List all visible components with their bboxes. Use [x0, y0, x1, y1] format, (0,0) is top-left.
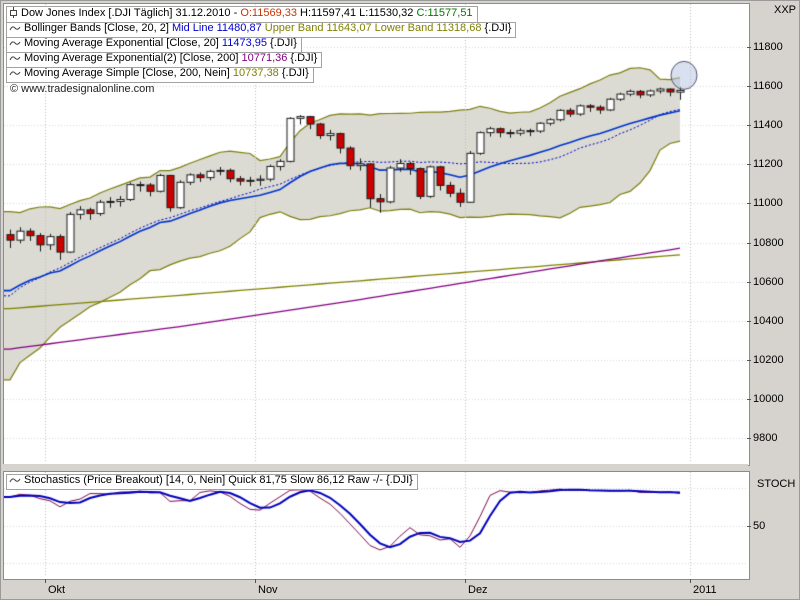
indicator-wave-icon [9, 476, 21, 488]
x-axis-tick-label: Okt [48, 584, 66, 596]
panel-splitter[interactable] [3, 464, 748, 471]
stochastics-quick-value: Quick 81,75 [228, 474, 290, 486]
legend-row-ema200[interactable]: Moving Average Exponential(2) [Close, 20… [6, 52, 323, 68]
x-axis-tick-label: Nov [258, 584, 278, 596]
y-axis-tick-mark [747, 125, 751, 126]
stochastics-panel: Stochastics (Price Breakout) [14, 0, Nei… [3, 471, 750, 580]
candlestick-icon [9, 7, 18, 21]
x-axis[interactable]: Okt Nov Dez 2011 [1, 579, 799, 599]
y-axis-tick-mark [747, 86, 751, 87]
y-axis-tick-label: 10400 [753, 315, 784, 327]
y-axis-tick-label: 11200 [753, 158, 783, 170]
x-axis-tick-label: 2011 [693, 584, 717, 596]
indicator-wave-icon [9, 24, 21, 36]
stoch-tick-mark [747, 526, 751, 527]
ema20-symbol: {.DJI} [270, 37, 297, 49]
open-value: O:11569,33 [240, 7, 297, 19]
y-axis-tick-label: 11000 [753, 197, 783, 209]
y-axis-tick-label: 11400 [753, 119, 783, 131]
indicator-wave-icon [9, 54, 21, 66]
ema200-title: Moving Average Exponential(2) [Close, 20… [24, 52, 242, 64]
bollinger-mid-value: Mid Line 11480,87 [171, 22, 265, 34]
copyright-text: © www.tradesignalonline.com [10, 83, 155, 95]
ema200-symbol: {.DJI} [290, 52, 318, 64]
y-axis-tick-label: 10800 [753, 237, 784, 249]
stochastics-symbol: {.DJI} [385, 474, 413, 486]
bollinger-upper-value: Upper Band 11643,07 [264, 22, 375, 34]
stochastics-legend: Stochastics (Price Breakout) [14, 0, Nei… [6, 474, 418, 490]
stochastics-slow-value: Slow 86,12 [289, 474, 348, 486]
legend-row-instrument[interactable]: Dow Jones Index [.DJI Täglich] 31.12.201… [6, 6, 478, 23]
legend-row-stochastics[interactable]: Stochastics (Price Breakout) [14, 0, Nei… [6, 474, 418, 490]
ema20-value: 11473,95 [221, 37, 271, 49]
y-axis-tick-label: 10000 [753, 393, 784, 405]
y-axis-tick-mark [747, 47, 751, 48]
y-axis-tick-mark [747, 243, 751, 244]
y-axis-tick-label: 10200 [753, 354, 784, 366]
copyright-watermark: © www.tradesignalonline.com [6, 84, 158, 96]
stochastics-title: Stochastics (Price Breakout) [14, 0, Nei… [24, 474, 229, 486]
bollinger-symbol: {.DJI} [484, 22, 512, 34]
x-axis-tick-label: Dez [468, 584, 488, 596]
x-axis-tick-mark [255, 579, 256, 583]
indicator-wave-icon [9, 39, 21, 51]
x-axis-tick-mark [465, 579, 466, 583]
y-axis-tick-label: 11600 [753, 80, 783, 92]
legend-row-sma200[interactable]: Moving Average Simple [Close, 200, Nein]… [6, 67, 314, 83]
y-axis-tick-mark [747, 438, 751, 439]
y-axis-tick-label: 11800 [753, 41, 783, 53]
bollinger-title: Bollinger Bands [Close, 20, 2] [24, 22, 172, 34]
price-chart-panel: Dow Jones Index [.DJI Täglich] 31.12.201… [3, 3, 750, 466]
x-axis-tick-mark [690, 579, 691, 583]
sma200-symbol: {.DJI} [281, 67, 309, 79]
right-axis[interactable]: XXP STOCH 11800 11600 11400 11200 11000 10800… [747, 1, 799, 599]
stoch-tick-label: 50 [753, 520, 766, 532]
ema20-title: Moving Average Exponential [Close, 20] [24, 37, 222, 49]
legend-row-bollinger[interactable]: Bollinger Bands [Close, 20, 2] Mid Line … [6, 22, 517, 38]
instrument-title: Dow Jones Index [.DJI Täglich] 31.12.201… [21, 7, 241, 19]
y-axis-tick-mark [747, 164, 751, 165]
corner-symbol-label: XXP [774, 4, 797, 16]
sma200-title: Moving Average Simple [Close, 200, Nein] [24, 67, 233, 79]
ema200-value: 10771,36 [241, 52, 291, 64]
legend-row-ema20[interactable]: Moving Average Exponential [Close, 20] 1… [6, 37, 302, 53]
y-axis-tick-label: 10600 [753, 276, 784, 288]
y-axis-tick-mark [747, 360, 751, 361]
y-axis-tick-mark [747, 282, 751, 283]
stochastics-raw-value: Raw -/- [347, 474, 386, 486]
sma200-value: 10737,38 [232, 67, 282, 79]
y-axis-tick-mark [747, 321, 751, 322]
chart-legend: Dow Jones Index [.DJI Täglich] 31.12.201… [6, 6, 517, 96]
x-axis-tick-mark [45, 579, 46, 583]
close-value: C:11577,51 [416, 7, 473, 19]
indicator-wave-icon [9, 69, 21, 81]
high-low-values: H:11597,41 L:11530,32 [297, 7, 417, 19]
y-axis-tick-mark [747, 399, 751, 400]
y-axis-tick-label: 9800 [753, 432, 778, 444]
y-axis-tick-mark [747, 203, 751, 204]
bollinger-lower-value: Lower Band 11318,68 [374, 22, 485, 34]
stoch-axis-label: STOCH [757, 478, 796, 490]
